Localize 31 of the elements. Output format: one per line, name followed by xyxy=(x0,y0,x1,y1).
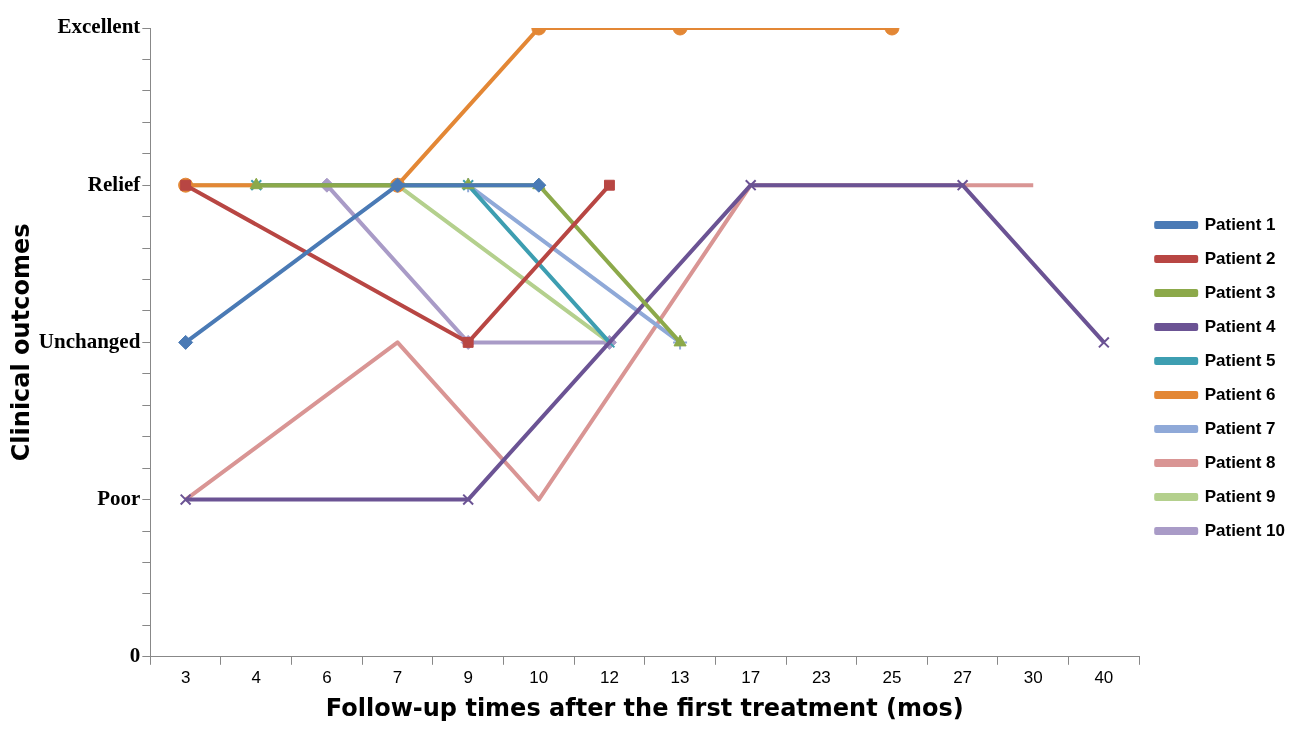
legend-label: Patient 8 xyxy=(1204,452,1276,472)
legend-label: Patient 9 xyxy=(1204,486,1276,506)
x-tick-label: 27 xyxy=(953,667,973,687)
text: 0 xyxy=(129,643,141,668)
x-tick-label: 10 xyxy=(529,667,549,687)
x-tick-label: 17 xyxy=(741,667,761,687)
x-tick-label: 13 xyxy=(670,667,690,687)
legend-label: Patient 2 xyxy=(1204,248,1276,268)
text: Excellent xyxy=(57,14,141,39)
text: Relief xyxy=(87,171,142,196)
text: Poor xyxy=(97,486,141,511)
x-tick-label: 7 xyxy=(392,667,403,687)
x-tick-label: 12 xyxy=(599,667,619,687)
x-tick-label: 4 xyxy=(251,667,262,687)
x-axis-title: Follow-up times after the first treatment (mos) xyxy=(325,693,964,722)
legend-label: Patient 4 xyxy=(1204,316,1277,336)
x-tick-label: 6 xyxy=(322,667,332,687)
legend-label: Patient 1 xyxy=(1204,214,1276,234)
text: Unchanged xyxy=(38,328,141,353)
legend-label: Patient 3 xyxy=(1204,282,1276,302)
x-tick-label: 3 xyxy=(180,667,191,687)
x-tick-label: 30 xyxy=(1023,667,1043,687)
x-tick-label: 40 xyxy=(1094,667,1114,687)
x-tick-label: 25 xyxy=(882,667,902,687)
legend-label: Patient 10 xyxy=(1204,520,1285,540)
x-tick-label: 23 xyxy=(811,667,831,687)
x-tick-label: 9 xyxy=(463,667,473,687)
legend-label: Patient 7 xyxy=(1204,418,1276,438)
legend-label: Patient 6 xyxy=(1204,384,1276,404)
legend-label: Patient 5 xyxy=(1204,350,1276,370)
y-axis-title: Clinical outcomes xyxy=(6,223,35,462)
